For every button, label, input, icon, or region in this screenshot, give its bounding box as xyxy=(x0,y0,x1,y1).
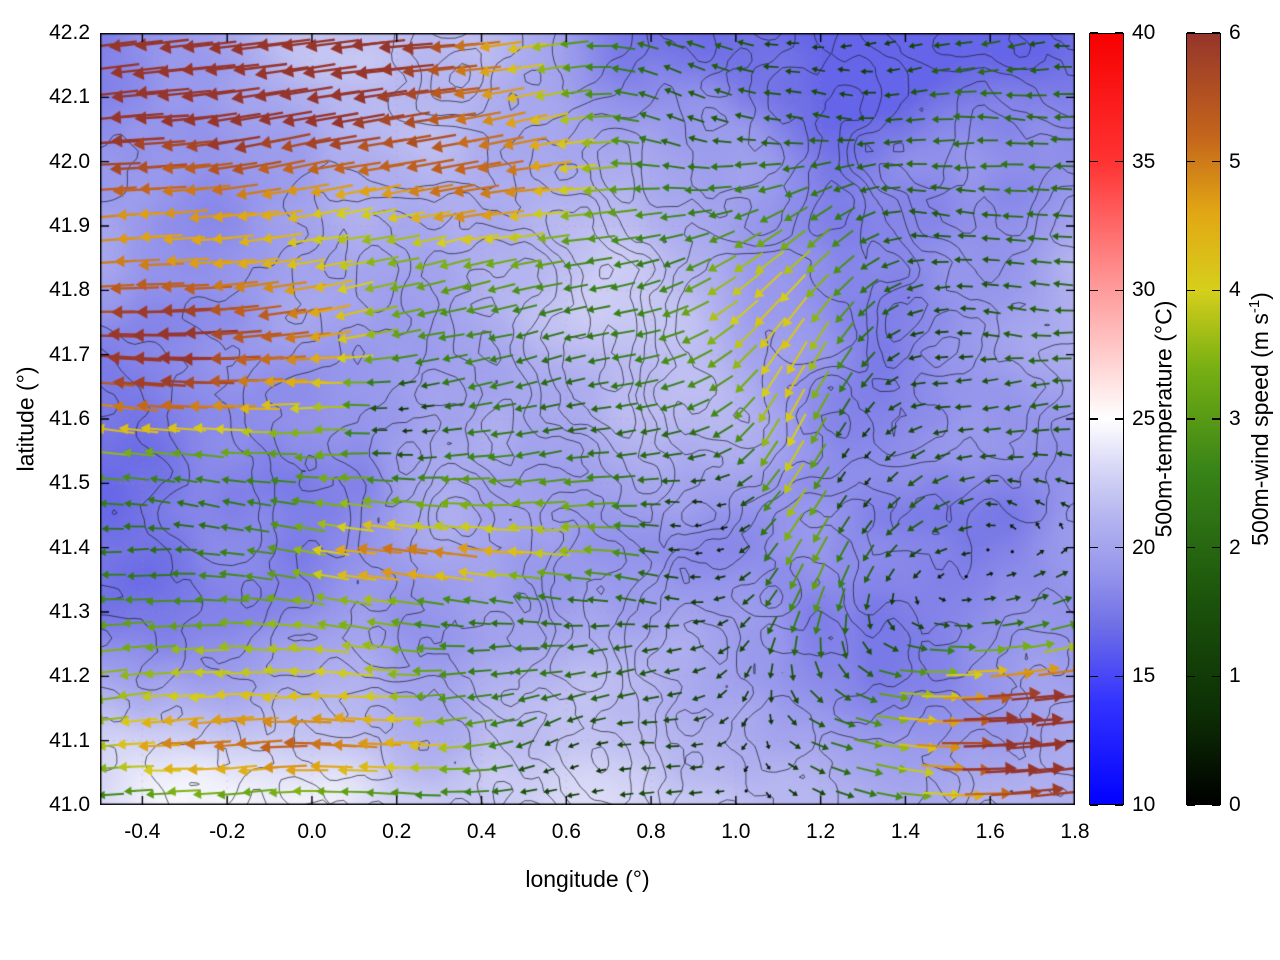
colorbar-tick-label: 35 xyxy=(1132,149,1156,173)
y-tick-label: 41.7 xyxy=(49,342,90,366)
colorbar-tick-mark xyxy=(1212,675,1220,678)
y-tick-label: 41.4 xyxy=(49,535,90,559)
y-tick-label: 41.3 xyxy=(49,600,90,623)
colorbar-tick-mark xyxy=(1090,289,1098,292)
y-tick-label: 41.2 xyxy=(49,664,90,688)
x-tick-label: 1.0 xyxy=(721,820,751,843)
colorbar-tick-mark xyxy=(1115,32,1123,34)
y-tick-label: 42.2 xyxy=(49,21,90,44)
colorbar-tick-label: 40 xyxy=(1132,21,1156,44)
colorbar-tick-mark xyxy=(1090,418,1098,420)
colorbar-tick-mark xyxy=(1090,32,1098,34)
y-tick-label: 41.0 xyxy=(49,793,90,816)
colorbar-tick-label: 10 xyxy=(1132,793,1156,816)
colorbar-tick-mark xyxy=(1212,804,1220,806)
x-tick-label: 0.4 xyxy=(466,820,497,843)
colorbar-tick-mark xyxy=(1187,675,1195,678)
colorbar-tick-mark xyxy=(1187,160,1195,163)
temperature-colorbar-label: 500m-temperature (°C) xyxy=(1151,301,1178,538)
colorbar-tick-label: 0 xyxy=(1229,793,1241,816)
x-tick-label: 1.6 xyxy=(975,820,1005,843)
y-tick-label: 41.5 xyxy=(49,471,90,495)
wind-colorbar-label-sup: -1 xyxy=(1246,299,1264,314)
colorbar-tick-label: 15 xyxy=(1132,664,1156,688)
x-tick-label: 0.0 xyxy=(297,820,327,843)
y-tick-label: 42.0 xyxy=(49,149,90,173)
colorbar-tick-mark xyxy=(1090,804,1098,806)
y-tick-label: 41.6 xyxy=(49,407,90,430)
colorbar-tick-mark xyxy=(1187,546,1195,549)
colorbar-tick-label: 25 xyxy=(1132,407,1156,430)
temperature-colorbar-label-text: 500m-temperature (°C) xyxy=(1150,300,1177,538)
colorbar-tick-label: 2 xyxy=(1229,535,1241,559)
x-tick-label: -0.2 xyxy=(209,820,246,843)
colorbar-tick-mark xyxy=(1115,804,1123,806)
x-tick-label: 0.8 xyxy=(636,820,666,843)
colorbar-tick-mark xyxy=(1115,675,1123,678)
colorbar-tick-label: 1 xyxy=(1229,664,1241,688)
x-tick-label: 0.2 xyxy=(382,820,412,843)
colorbar-tick-mark xyxy=(1187,418,1195,420)
x-tick-label: 1.8 xyxy=(1060,820,1090,843)
colorbar-tick-mark xyxy=(1212,546,1220,549)
colorbar-tick-mark xyxy=(1212,418,1220,420)
y-tick-label: 42.1 xyxy=(49,85,90,109)
colorbar-tick-mark xyxy=(1090,546,1098,549)
colorbar-tick-mark xyxy=(1187,32,1195,34)
colorbar-tick-mark xyxy=(1115,546,1123,549)
colorbar-tick-mark xyxy=(1115,289,1123,292)
y-tick-label: 41.9 xyxy=(49,214,90,237)
colorbar-tick-mark xyxy=(1090,160,1098,163)
map-plot xyxy=(100,33,1075,805)
y-tick-label: 41.8 xyxy=(49,278,90,302)
colorbar-tick-label: 3 xyxy=(1229,407,1241,430)
x-tick-label: 1.2 xyxy=(806,820,836,843)
x-tick-label: 1.4 xyxy=(890,820,921,843)
colorbar-tick-mark xyxy=(1187,804,1195,806)
colorbar-tick-label: 5 xyxy=(1229,149,1241,173)
colorbar-tick-mark xyxy=(1212,32,1220,34)
wind-colorbar-label-pre: 500m-wind speed (m s xyxy=(1246,313,1273,546)
colorbar-tick-label: 20 xyxy=(1132,535,1156,559)
colorbar-tick-mark xyxy=(1187,289,1195,292)
colorbar-tick-label: 4 xyxy=(1229,278,1241,302)
colorbar-tick-mark xyxy=(1115,418,1123,420)
colorbar-tick-mark xyxy=(1090,675,1098,678)
colorbar-tick-label: 30 xyxy=(1132,278,1156,302)
colorbar-tick-label: 6 xyxy=(1229,21,1241,44)
x-axis-label: longitude (°) xyxy=(525,866,650,892)
colorbar-tick-mark xyxy=(1115,160,1123,163)
x-tick-label: -0.4 xyxy=(124,820,161,843)
wind-colorbar-label: 500m-wind speed (m s-1) xyxy=(1246,292,1274,546)
wind-colorbar-label-post: ) xyxy=(1246,292,1273,300)
x-tick-label: 0.6 xyxy=(551,820,581,843)
colorbar-tick-mark xyxy=(1212,160,1220,163)
y-tick-label: 41.1 xyxy=(49,728,90,752)
colorbar-tick-mark xyxy=(1212,289,1220,292)
